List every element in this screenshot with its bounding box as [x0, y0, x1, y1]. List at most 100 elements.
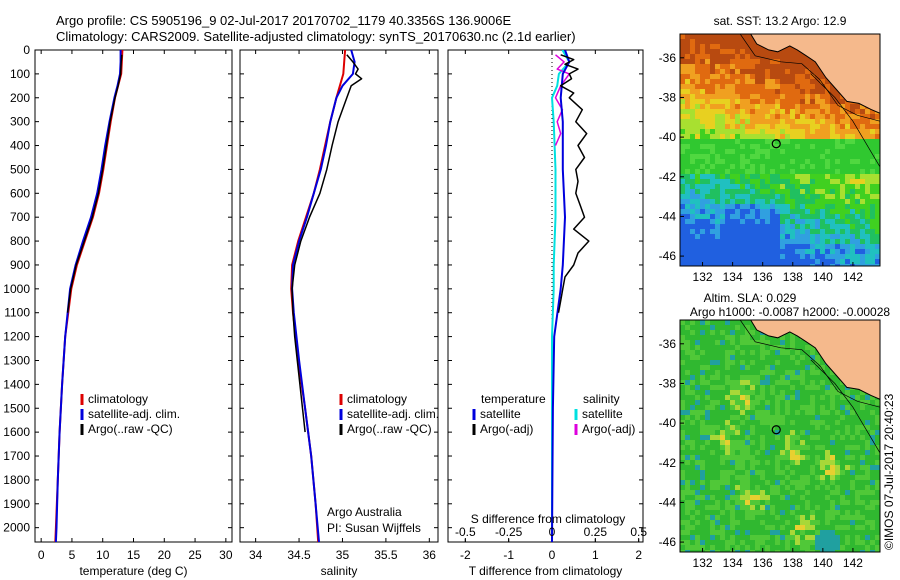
map-cell: [860, 244, 866, 250]
map-cell: [760, 234, 766, 240]
map-cell: [795, 254, 801, 260]
map-cell: [805, 545, 811, 551]
map-cell: [685, 485, 691, 491]
map-cell: [680, 154, 686, 160]
map-cell: [865, 540, 871, 546]
map-cell: [760, 465, 766, 471]
map-cell: [735, 490, 741, 496]
map-cell: [855, 465, 861, 471]
map-cell: [725, 520, 731, 526]
map-cell: [845, 254, 851, 260]
map-cell: [870, 475, 876, 481]
map-cell: [835, 214, 841, 220]
map-cell: [710, 214, 716, 220]
map-cell: [790, 129, 796, 135]
map-cell: [820, 535, 826, 541]
map-cell: [790, 470, 796, 476]
map-cell: [720, 435, 726, 441]
map-cell: [790, 510, 796, 516]
map-cell: [875, 259, 880, 265]
map-cell: [740, 400, 746, 406]
map-cell: [755, 345, 761, 351]
map-cell: [865, 109, 871, 115]
map-cell: [800, 244, 806, 250]
map-cell: [680, 244, 686, 250]
map-cell: [805, 395, 811, 401]
map-cell: [725, 44, 731, 50]
map-cell: [705, 64, 711, 70]
map-cell: [725, 390, 731, 396]
map-cell: [830, 224, 836, 230]
map-cell: [875, 189, 880, 195]
map-cell: [745, 39, 751, 45]
map-cell: [800, 109, 806, 115]
map-cell: [735, 335, 741, 341]
map-cell: [875, 400, 880, 406]
y-tick-label: 300: [10, 115, 30, 129]
map-cell: [860, 420, 866, 426]
map-cell: [745, 49, 751, 55]
map-cell: [680, 470, 686, 476]
map-cell: [810, 84, 816, 90]
map-cell: [875, 420, 880, 426]
map-cell: [755, 380, 761, 386]
map-cell: [685, 224, 691, 230]
map-cell: [745, 420, 751, 426]
map-cell: [720, 485, 726, 491]
map-cell: [820, 99, 826, 105]
map-cell: [870, 410, 876, 416]
map-cell: [750, 535, 756, 541]
map-cell: [725, 229, 731, 235]
map-cell: [750, 259, 756, 265]
map-cell: [725, 199, 731, 205]
map-cell: [790, 535, 796, 541]
map-cell: [825, 455, 831, 461]
map-cell: [735, 154, 741, 160]
map-cell: [870, 114, 876, 120]
map-cell: [710, 360, 716, 366]
map-cell: [690, 199, 696, 205]
y-tick-label: 1700: [3, 449, 30, 463]
map-cell: [695, 355, 701, 361]
map-cell: [785, 385, 791, 391]
map-cell: [730, 365, 736, 371]
map-cell: [770, 244, 776, 250]
sst-map-title: sat. SST: 13.2 Argo: 12.9: [714, 14, 847, 28]
map-cell: [730, 199, 736, 205]
map-cell: [710, 380, 716, 386]
map-cell: [850, 530, 856, 536]
map-cell: [730, 214, 736, 220]
map-cell: [775, 400, 781, 406]
map-cell: [825, 99, 831, 105]
map-cell: [720, 184, 726, 190]
map-cell: [735, 264, 741, 266]
map-cell: [855, 239, 861, 245]
map-cell: [850, 219, 856, 225]
map-cell: [850, 515, 856, 521]
map-cell: [850, 430, 856, 436]
map-cell: [785, 184, 791, 190]
map-cell: [780, 89, 786, 95]
map-cell: [870, 214, 876, 220]
map-cell: [725, 330, 731, 336]
map-cell: [750, 505, 756, 511]
map-cell: [790, 259, 796, 265]
map-cell: [715, 184, 721, 190]
map-cell: [700, 530, 706, 536]
map-cell: [720, 129, 726, 135]
map-cell: [810, 385, 816, 391]
map-cell: [730, 400, 736, 406]
map-cell: [680, 144, 686, 150]
map-cell: [870, 530, 876, 536]
map-cell: [825, 124, 831, 130]
map-cell: [680, 475, 686, 481]
map-cell: [855, 169, 861, 175]
map-cell: [805, 420, 811, 426]
map-cell: [715, 254, 721, 260]
map-cell: [750, 64, 756, 70]
map-cell: [755, 149, 761, 155]
map-cell: [815, 204, 821, 210]
map-cell: [850, 425, 856, 431]
map-cell: [820, 174, 826, 180]
map-cell: [865, 179, 871, 185]
